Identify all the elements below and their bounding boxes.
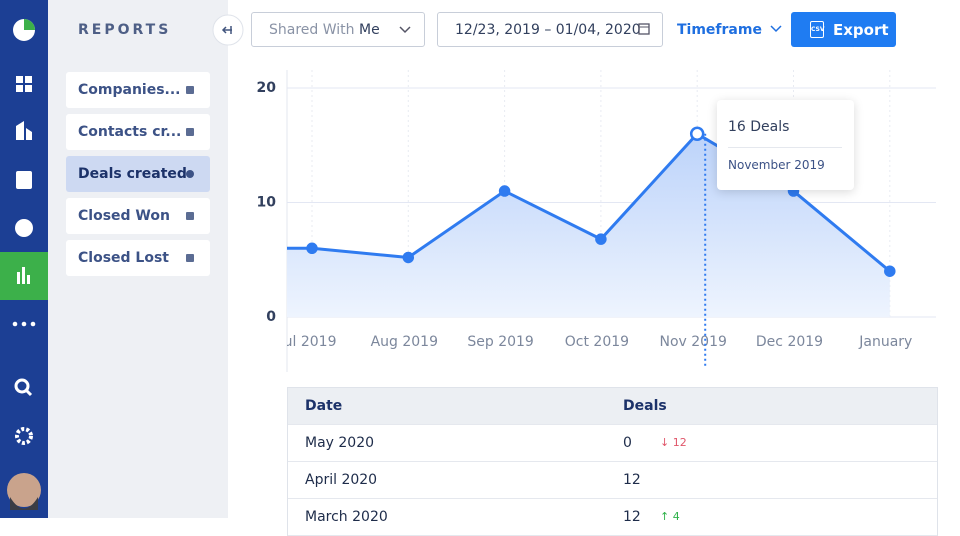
deals-cell: 0 xyxy=(623,435,632,451)
shared-dropdown[interactable]: Shared With Me xyxy=(251,12,425,47)
y-tick-label: 0 xyxy=(266,309,276,325)
nav-icons xyxy=(0,19,48,510)
header-cell: Date xyxy=(305,398,343,414)
shared-value: Me xyxy=(358,22,380,38)
deals-table: Date Deals May 2020 0 ↓ 12 April 2020 12 March… xyxy=(287,387,938,536)
tooltip-title: 16 Deals xyxy=(728,119,790,135)
date-cell: May 2020 xyxy=(305,435,375,451)
header-cell: Deals xyxy=(623,398,667,414)
reports-panel: REPORTS Companies... Contacts cr... Deals … xyxy=(48,0,228,518)
report-icon xyxy=(186,86,194,94)
timeframe-label: Timeframe xyxy=(677,22,762,38)
report-icon xyxy=(186,128,194,136)
report-icon xyxy=(186,212,194,220)
report-item[interactable]: Companies... xyxy=(66,72,210,108)
x-tick-label: Sep 2019 xyxy=(467,334,533,350)
icon-companies[interactable] xyxy=(16,121,32,140)
deals-cell: 12 xyxy=(623,472,641,488)
change-cell: ↓ 12 xyxy=(660,436,687,449)
shared-label: Shared With xyxy=(269,22,355,38)
table-row: May 2020 0 ↓ 12 xyxy=(288,425,937,462)
icon-dashboard[interactable] xyxy=(25,85,32,92)
report-icon xyxy=(186,254,194,262)
point[interactable] xyxy=(306,242,318,255)
nav-sidebar xyxy=(0,0,48,518)
report-label: Deals created xyxy=(78,166,187,182)
date-range: 12/23, 2019 – 01/04, 2020 xyxy=(455,22,641,38)
date-cell: April 2020 xyxy=(305,472,378,488)
icon-dashboard[interactable] xyxy=(16,76,23,83)
table-header: Date Deals xyxy=(288,388,937,425)
y-tick-label: 10 xyxy=(257,195,277,211)
point[interactable] xyxy=(689,126,705,142)
change-cell: ↑ 4 xyxy=(660,510,680,523)
icon-contacts[interactable] xyxy=(16,171,32,189)
icon-search[interactable] xyxy=(14,378,30,394)
point[interactable] xyxy=(884,265,896,277)
x-tick-label: Nov 2019 xyxy=(659,334,726,350)
report-icon xyxy=(186,170,194,178)
tooltip: 16 Deals November 2019 xyxy=(717,100,854,190)
panel-title: REPORTS xyxy=(78,22,172,38)
date-picker[interactable]: 12/23, 2019 – 01/04, 2020 xyxy=(437,12,663,47)
icon-dashboard[interactable] xyxy=(16,85,23,92)
x-tick-label: Oct 2019 xyxy=(565,334,629,350)
page: REPORTS Companies... Contacts cr... Deals … xyxy=(0,0,938,536)
deals-cell: 12 xyxy=(623,509,641,525)
collapse-button[interactable] xyxy=(212,14,244,46)
logo-part xyxy=(24,19,35,30)
x-tick-label: Dec 2019 xyxy=(756,334,823,350)
export-label: Export xyxy=(833,21,889,39)
x-tick-label: Jul 2019 xyxy=(279,334,337,350)
table-row: April 2020 12 xyxy=(288,462,937,499)
report-label: Contacts cr... xyxy=(78,124,182,140)
report-label: Closed Lost xyxy=(78,250,169,266)
report-item[interactable]: Closed Won xyxy=(66,198,210,234)
report-item[interactable]: Deals created xyxy=(66,156,210,192)
x-tick-label: January xyxy=(858,334,912,350)
avatar[interactable] xyxy=(7,473,41,507)
tooltip-subtitle: November 2019 xyxy=(728,158,825,172)
point[interactable] xyxy=(498,185,511,197)
timeframe-button[interactable]: Timeframe xyxy=(677,22,784,38)
icon-deals[interactable] xyxy=(15,219,33,237)
report-item[interactable]: Closed Lost xyxy=(66,240,210,276)
point[interactable] xyxy=(402,251,415,264)
icon-settings[interactable] xyxy=(15,427,33,445)
x-tick-label: Aug 2019 xyxy=(371,334,438,350)
report-item[interactable]: Contacts cr... xyxy=(66,114,210,150)
point[interactable] xyxy=(595,233,607,245)
report-label: Closed Won xyxy=(78,208,170,224)
y-tick-label: 20 xyxy=(257,80,277,96)
date-cell: March 2020 xyxy=(305,509,388,525)
report-label: Companies... xyxy=(78,82,181,98)
csv-icon: CSV xyxy=(810,21,824,38)
icon-dashboard[interactable] xyxy=(25,76,32,83)
export-button[interactable]: CSV Export xyxy=(791,12,896,47)
